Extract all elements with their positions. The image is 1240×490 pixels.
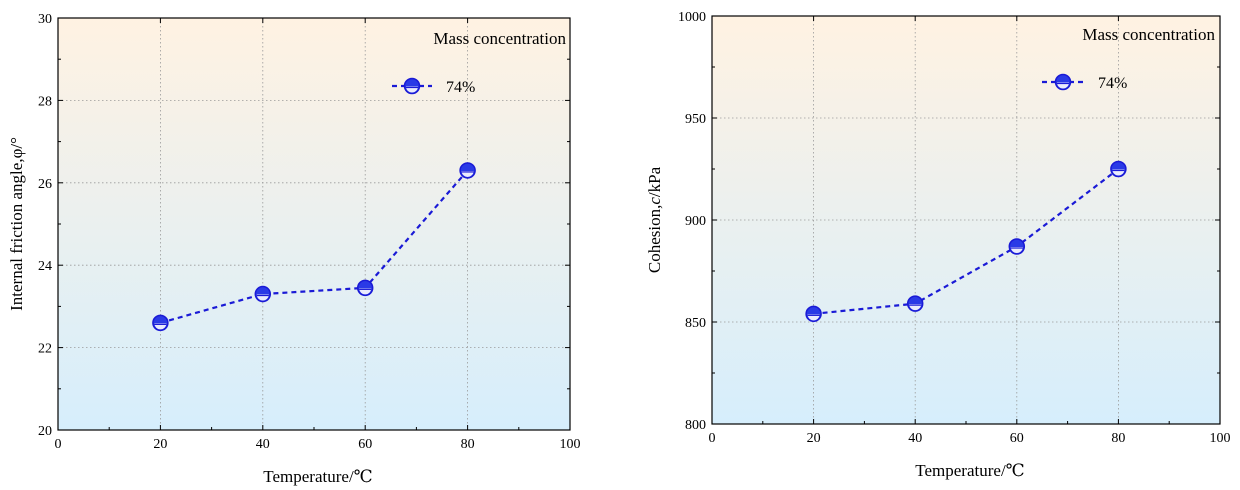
legend-marker-symbol (1054, 73, 1072, 91)
y-tick-label: 26 (38, 177, 52, 192)
legend: 74% (392, 77, 475, 96)
legend-marker-symbol (403, 77, 421, 95)
data-point (906, 295, 924, 312)
y-tick-label: 20 (38, 424, 52, 439)
y-tick-label: 1000 (678, 10, 706, 25)
data-point (459, 162, 476, 179)
data-point (152, 314, 169, 332)
y-axis-label: Internal friction angle,φ/° (7, 137, 26, 311)
legend: 74% (1042, 73, 1127, 92)
x-tick-label: 80 (1111, 431, 1125, 446)
grid-lines (712, 16, 1220, 424)
legend-entry: 74% (446, 79, 475, 96)
x-tick-label: 60 (358, 437, 372, 452)
series (152, 162, 476, 332)
y-tick-label: 28 (38, 94, 52, 109)
legend-title: Mass concentration (1082, 25, 1215, 44)
legend-marker (403, 77, 421, 95)
y-axis-label-prefix: Cohesion, (645, 205, 664, 273)
data-point (805, 305, 822, 323)
x-axis-label: Temperature/℃ (915, 461, 1024, 480)
plot-frame (711, 15, 1221, 425)
x-tick-label: 20 (807, 431, 821, 446)
x-tick-label: 20 (153, 437, 167, 452)
y-tick-label: 900 (685, 214, 706, 229)
y-tick-label: 800 (685, 418, 706, 433)
x-axis-label: Temperature/℃ (263, 467, 372, 486)
y-axis-label-suffix: /kPa (645, 166, 664, 197)
y-tick-label: 24 (38, 259, 52, 274)
series-line (160, 169, 469, 324)
series-line (813, 168, 1120, 315)
data-point (356, 279, 374, 297)
x-tick-label: 100 (560, 437, 581, 452)
grid-lines (58, 18, 570, 430)
legend-marker (1054, 73, 1072, 91)
data-point (1008, 238, 1026, 255)
y-axis-label: Cohesion,c/kPa (645, 166, 664, 273)
legend-entry: 74% (1098, 75, 1127, 92)
plot-frame (57, 17, 571, 431)
data-point (1110, 160, 1127, 178)
y-axis-label-variable: c (645, 197, 664, 205)
x-tick-label: 40 (256, 437, 270, 452)
y-tick-label: 950 (685, 112, 706, 127)
y-tick-label: 30 (38, 12, 52, 27)
chart-cohesion: 0 20 40 60 80 100 800 850 900 950 1000 Mass concen… (645, 10, 1231, 480)
plot-area (58, 18, 570, 430)
y-tick-label: 22 (38, 342, 52, 357)
series (805, 160, 1127, 323)
y-tick-label: 850 (685, 316, 706, 331)
x-tick-label: 40 (908, 431, 922, 446)
legend-title: Mass concentration (433, 29, 566, 48)
x-tick-label: 0 (55, 437, 62, 452)
x-tick-label: 100 (1210, 431, 1231, 446)
tick-labels: 0 20 40 60 80 100 800 850 900 950 1000 (678, 10, 1231, 446)
x-tick-label: 60 (1010, 431, 1024, 446)
x-tick-label: 80 (461, 437, 475, 452)
data-point (254, 285, 272, 303)
x-tick-label: 0 (709, 431, 716, 446)
